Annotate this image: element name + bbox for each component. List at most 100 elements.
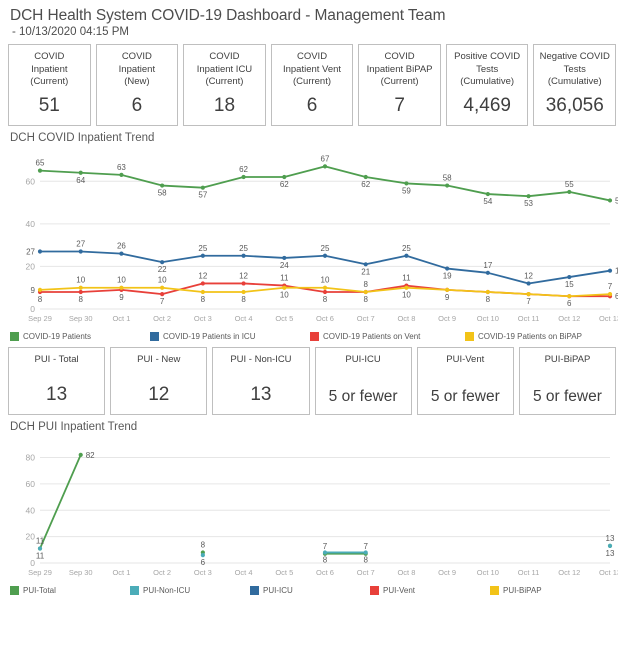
data-point-label: 26	[117, 242, 126, 251]
x-axis-tick-label: Oct 4	[235, 568, 253, 577]
data-point-label: 8	[363, 555, 368, 564]
data-point-marker	[567, 189, 572, 195]
pui-kpi-card-value: 13	[46, 384, 68, 405]
legend-label: PUI-BiPAP	[503, 586, 542, 595]
data-point-label: 9	[445, 293, 450, 302]
kpi-card: COVID Inpatient Vent (Current) 6	[270, 44, 354, 126]
data-point-label: 18	[615, 267, 618, 276]
data-point-marker	[282, 285, 287, 290]
y-axis-tick-label: 0	[30, 558, 35, 568]
data-point-label: 11	[36, 537, 45, 546]
data-point-marker	[485, 191, 490, 197]
x-axis-tick-label: Oct 8	[397, 314, 415, 323]
data-point-label: 13	[606, 549, 615, 558]
legend-item[interactable]: COVID-19 Patients on Vent	[310, 332, 465, 341]
data-point-label: 7	[160, 297, 165, 306]
data-point-label: 11	[402, 274, 411, 283]
kpi-card-label: COVID Inpatient ICU (Current)	[196, 51, 253, 87]
pui-kpi-card-value: 5 or fewer	[430, 388, 500, 405]
data-point-marker	[200, 185, 205, 190]
data-point-label: 10	[76, 276, 85, 285]
data-point-label: 8	[201, 540, 206, 549]
kpi-card: COVID Inpatient BiPAP (Current) 7	[358, 44, 441, 126]
kpi-card: COVID Inpatient ICU (Current) 18	[183, 44, 266, 126]
data-point-label: 8	[363, 280, 368, 289]
pui-kpi-card-label: PUI-Vent	[446, 354, 485, 365]
kpi-card-label: COVID Inpatient BiPAP (Current)	[366, 51, 433, 87]
data-point-marker	[78, 452, 83, 458]
pui-kpi-card-value: 12	[148, 384, 170, 405]
x-axis-tick-label: Oct 11	[518, 568, 540, 577]
data-point-label: 58	[443, 174, 452, 183]
data-point-label: 8	[323, 295, 328, 304]
legend-item[interactable]: COVID-19 Patients	[10, 332, 150, 341]
data-point-label: 8	[201, 295, 206, 304]
legend-item[interactable]: PUI-BiPAP	[490, 586, 610, 595]
legend-item[interactable]: COVID-19 Patients on BiPAP	[465, 332, 615, 341]
data-point-label: 10	[158, 276, 167, 285]
data-point-marker	[322, 289, 328, 295]
data-point-label: 27	[76, 240, 85, 249]
data-point-label: 10	[402, 291, 411, 300]
pui-kpi-card: PUI - Non-ICU 13	[212, 347, 310, 415]
legend-label: PUI-ICU	[263, 586, 293, 595]
data-point-label: 58	[158, 189, 167, 198]
x-axis-tick-label: Sep 29	[28, 314, 52, 323]
covid-trend-svg: 0 20 40 60 Sep 29 Sep 30 Oct 1 Oct 2 Oct 3 Oct 4 O…	[26, 154, 618, 323]
data-point-marker	[363, 550, 368, 555]
data-point-label: 9	[119, 293, 124, 302]
pui-kpi-card-row: PUI - Total 13 PUI - New 12 PUI - Non-ICU 13 P…	[0, 347, 624, 415]
data-point-marker	[160, 292, 165, 297]
kpi-card-value: 6	[306, 95, 318, 116]
pui-kpi-card-label: PUI - Non-ICU	[230, 354, 292, 365]
legend-label: COVID-19 Patients on BiPAP	[478, 332, 582, 341]
x-axis-tick-label: Oct 12	[558, 314, 580, 323]
legend-color-swatch	[150, 332, 159, 341]
data-point-label: 25	[198, 244, 207, 253]
data-point-label: 10	[117, 276, 126, 285]
legend-item[interactable]: PUI-Non-ICU	[130, 586, 250, 595]
data-point-marker	[607, 543, 613, 548]
data-point-marker	[78, 249, 83, 254]
data-point-marker	[445, 183, 450, 188]
data-point-label: 6	[567, 299, 572, 308]
data-point-label: 65	[36, 159, 45, 168]
legend-item[interactable]: PUI-ICU	[250, 586, 370, 595]
pui-kpi-card: PUI - Total 13	[8, 347, 106, 415]
data-point-label: 8	[241, 295, 246, 304]
x-axis-tick-label: Oct 2	[153, 314, 171, 323]
data-point-label: 21	[361, 267, 370, 276]
data-point-marker	[241, 174, 246, 180]
series-line	[39, 454, 82, 550]
data-point-marker	[37, 546, 43, 551]
data-point-label: 19	[443, 272, 452, 281]
data-point-label: 11	[280, 274, 289, 283]
legend-color-swatch	[10, 332, 19, 341]
data-point-marker	[567, 294, 572, 299]
x-axis-tick-label: Oct 6	[316, 314, 334, 323]
legend-item[interactable]: COVID-19 Patients in ICU	[150, 332, 310, 341]
kpi-card-value: 7	[394, 95, 405, 116]
x-axis-tick-label: Oct 1	[112, 568, 130, 577]
legend-color-swatch	[130, 586, 139, 595]
data-point-marker	[445, 287, 450, 292]
data-point-marker	[160, 285, 165, 290]
data-point-label: 12	[198, 271, 207, 280]
data-point-label: 64	[76, 176, 85, 185]
data-point-label: 12	[524, 271, 533, 280]
legend-item[interactable]: PUI-Total	[10, 586, 130, 595]
data-point-label: 7	[323, 542, 328, 551]
data-point-label: 6	[615, 292, 618, 301]
x-axis-tick-label: Oct 1	[112, 314, 130, 323]
data-point-label: 82	[86, 451, 95, 460]
legend-color-swatch	[310, 332, 319, 341]
kpi-card-value: 51	[38, 95, 60, 116]
data-point-label: 24	[280, 261, 289, 270]
data-point-marker	[607, 268, 613, 273]
legend-label: PUI-Vent	[383, 586, 416, 595]
data-point-marker	[526, 281, 531, 286]
data-point-label: 6	[201, 558, 206, 567]
legend-item[interactable]: PUI-Vent	[370, 586, 490, 595]
data-point-label: 25	[402, 244, 411, 253]
data-point-label: 53	[524, 199, 533, 208]
